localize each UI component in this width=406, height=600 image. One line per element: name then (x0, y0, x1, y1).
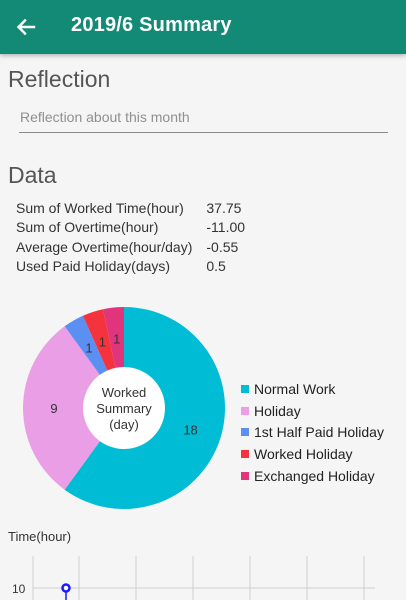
table-row: Average Overtime(hour/day) -0.55 (16, 238, 245, 257)
overtime-label: Sum of Overtime(hour) (16, 219, 159, 236)
average-overtime-value: -0.55 (206, 238, 239, 255)
arrow-back-icon (16, 18, 36, 36)
legend-label: Normal Work (254, 380, 336, 397)
data-heading: Data (8, 162, 57, 188)
table-row: Sum of Worked Time(hour) 37.75 (16, 199, 245, 218)
legend-item: Worked Holiday (241, 443, 384, 465)
paid-holiday-value: 0.5 (206, 258, 226, 275)
worked-time-label: Sum of Worked Time(hour) (16, 200, 184, 217)
pie-center-label: (day) (109, 417, 139, 432)
reflection-heading: Reflection (8, 66, 111, 92)
legend-swatch (241, 450, 249, 459)
data-point (61, 583, 71, 593)
legend-swatch (241, 406, 249, 415)
time-line-chart: 10 (12, 556, 375, 600)
pie-value-label: 1 (85, 340, 92, 355)
pie-slice-holiday (22, 326, 124, 490)
table-row: Sum of Overtime(hour) -11.00 (16, 218, 245, 237)
back-button[interactable] (10, 12, 42, 42)
pie-center-label: Summary (96, 401, 152, 416)
legend-item: 1st Half Paid Holiday (241, 422, 384, 444)
pie-center-label: Worked (102, 385, 147, 400)
legend-item: Normal Work (241, 378, 384, 400)
legend-swatch (241, 472, 249, 481)
line-chart-ylabel: Time(hour) (8, 529, 72, 544)
table-row: Used Paid Holiday(days) 0.5 (16, 257, 245, 276)
legend-swatch (241, 428, 249, 437)
legend-label: 1st Half Paid Holiday (254, 424, 384, 441)
legend-swatch (241, 384, 249, 393)
pie-value-label: 18 (183, 423, 197, 438)
pie-value-label: 9 (50, 401, 57, 416)
y-tick-label: 10 (12, 582, 26, 596)
legend-item: Holiday (241, 400, 384, 422)
worked-time-value: 37.75 (206, 200, 242, 217)
reflection-input[interactable] (19, 102, 388, 133)
pie-value-label: 1 (113, 331, 120, 346)
pie-value-label: 1 (99, 334, 106, 349)
pie-legend: Normal Work Holiday 1st Half Paid Holida… (241, 378, 384, 487)
legend-label: Exchanged Holiday (254, 468, 375, 485)
page-title: 2019/6 Summary (71, 14, 232, 36)
pie-center-hole (83, 367, 165, 449)
legend-label: Worked Holiday (254, 446, 353, 463)
overtime-value: -11.00 (206, 219, 246, 236)
paid-holiday-label: Used Paid Holiday(days) (16, 258, 171, 275)
legend-item: Exchanged Holiday (241, 465, 384, 487)
legend-label: Holiday (254, 402, 301, 419)
average-overtime-label: Average Overtime(hour/day) (16, 238, 193, 255)
summary-table: Sum of Worked Time(hour) 37.75 Sum of Ov… (16, 199, 245, 276)
app-bar: 2019/6 Summary (0, 0, 406, 54)
